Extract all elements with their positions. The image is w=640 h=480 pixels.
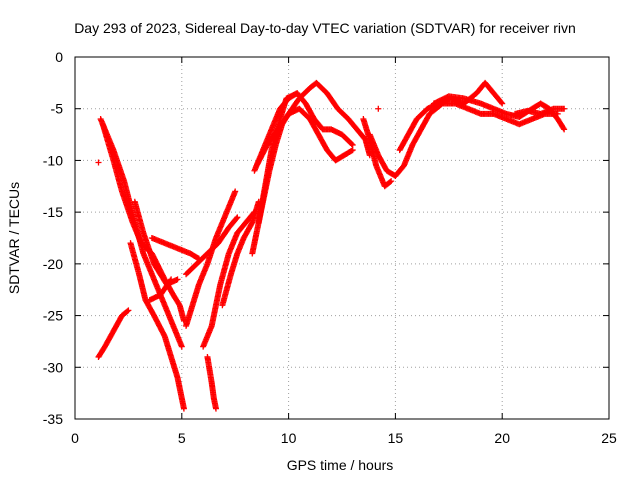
x-tick-label: 0 [71, 430, 79, 446]
data-point [499, 100, 506, 107]
axis-ticks: 0 5 10 15 20 25 0 -5 -10 -15 -20 -25 -30 -35 [43, 49, 617, 446]
data-point [180, 405, 187, 412]
data-point [388, 178, 395, 185]
series-track-3 [95, 307, 132, 360]
data-layer [95, 79, 568, 412]
data-point [387, 178, 394, 185]
data-point [349, 147, 356, 154]
series-track-16 [253, 79, 373, 169]
data-point [178, 343, 185, 350]
data-point [167, 277, 174, 284]
data-point [174, 276, 181, 283]
x-tick-label: 10 [281, 430, 297, 446]
data-point [232, 188, 239, 195]
data-point [498, 99, 505, 106]
data-point [349, 141, 356, 148]
series-track-5 [127, 240, 187, 412]
y-tick-label: -25 [43, 308, 63, 324]
data-point [294, 90, 301, 97]
x-tick-label: 25 [601, 430, 617, 446]
data-point [95, 159, 102, 166]
data-point [125, 307, 132, 314]
data-point [348, 140, 355, 147]
series-track-6 [146, 276, 175, 304]
data-point [124, 308, 131, 315]
series-track-20 [430, 93, 568, 133]
series-track-11 [204, 353, 219, 412]
x-tick-label: 15 [388, 430, 404, 446]
series-track-12 [219, 198, 262, 309]
isolated-points [95, 105, 382, 166]
data-point [233, 215, 240, 222]
series-track-7 [148, 235, 202, 262]
data-point [234, 214, 241, 221]
x-tick-label: 20 [494, 430, 510, 446]
data-point [561, 105, 568, 112]
y-tick-label: -10 [43, 152, 63, 168]
data-point [212, 405, 219, 412]
y-tick-label: -15 [43, 204, 63, 220]
y-tick-label: -20 [43, 256, 63, 272]
y-tick-label: -35 [43, 411, 63, 427]
y-tick-label: -30 [43, 359, 63, 375]
data-point [168, 276, 175, 283]
data-point [561, 126, 568, 133]
series-track-2 [99, 121, 187, 324]
y-axis-label: SDTVAR / TECUs [6, 182, 22, 294]
data-point [375, 105, 382, 112]
y-tick-label: -5 [51, 101, 64, 117]
chart-title: Day 293 of 2023, Sidereal Day-to-day VTE… [74, 20, 576, 36]
series-track-21 [512, 105, 568, 117]
data-point [560, 125, 567, 132]
y-tick-label: 0 [55, 49, 63, 65]
series-track-9 [183, 188, 239, 329]
x-axis-label: GPS time / hours [287, 457, 394, 473]
plot-frame [74, 56, 610, 420]
x-tick-label: 5 [178, 430, 186, 446]
